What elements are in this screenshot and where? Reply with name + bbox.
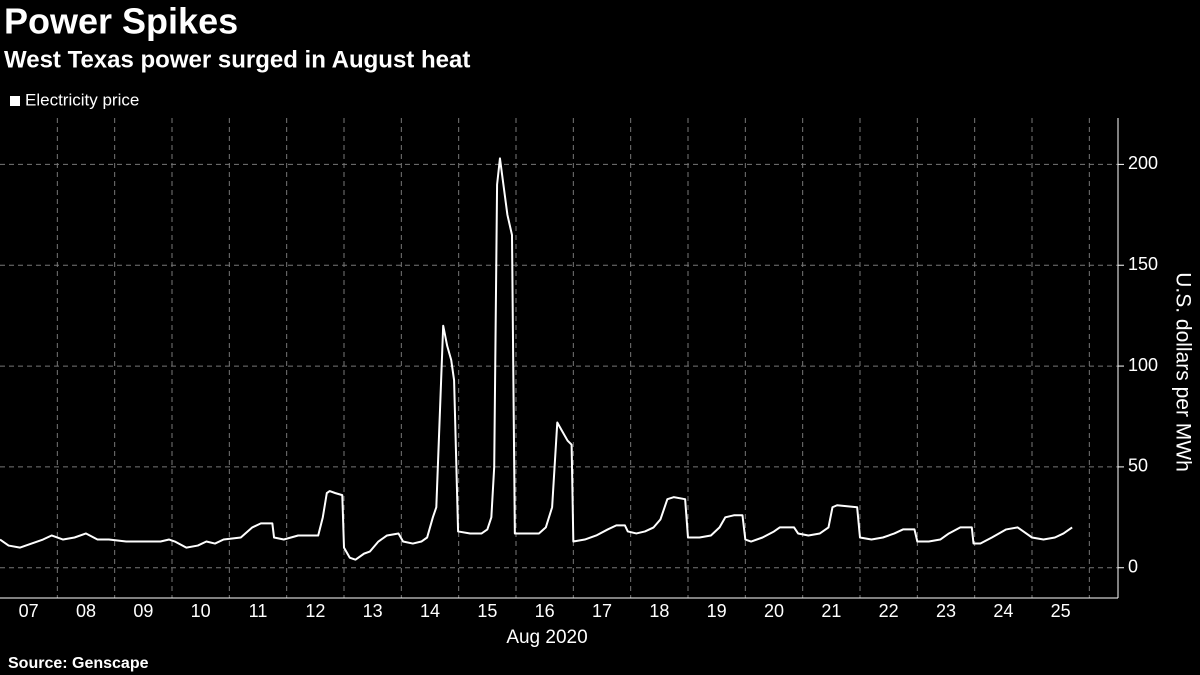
source: Source: Genscape [8, 655, 149, 672]
x-tick-label: 10 [191, 601, 211, 621]
x-tick-label: 21 [821, 601, 841, 621]
price-line [0, 157, 1073, 561]
chart-subtitle: West Texas power surged in August heat [4, 46, 470, 73]
x-tick-label: 17 [592, 601, 612, 621]
x-tick-label: 25 [1051, 601, 1071, 621]
x-tick-label: 13 [363, 601, 383, 621]
x-tick-label: 07 [19, 601, 39, 621]
x-tick-label: 11 [249, 601, 268, 621]
legend-label: Electricity price [25, 90, 139, 109]
x-tick-label: 22 [879, 601, 899, 621]
y-tick-label: 100 [1128, 355, 1158, 375]
y-tick-label: 200 [1128, 153, 1158, 173]
chart-title: Power Spikes [4, 1, 238, 42]
x-tick-label: 15 [477, 601, 497, 621]
x-tick-label: 24 [993, 601, 1013, 621]
x-tick-label: 23 [936, 601, 956, 621]
x-tick-label: 20 [764, 601, 784, 621]
x-tick-label: 09 [133, 601, 153, 621]
x-tick-label: 18 [649, 601, 669, 621]
x-tick-label: 14 [420, 601, 440, 621]
legend-swatch [10, 96, 20, 106]
y-tick-label: 50 [1128, 456, 1148, 476]
y-tick-label: 150 [1128, 254, 1158, 274]
x-tick-label: 16 [535, 601, 555, 621]
x-tick-label: 08 [76, 601, 96, 621]
x-axis-label: Aug 2020 [506, 627, 587, 648]
y-tick-label: 0 [1128, 556, 1138, 576]
x-tick-label: 12 [305, 601, 325, 621]
y-axis-label: U.S. dollars per MWh [1171, 272, 1194, 472]
x-tick-label: 19 [707, 601, 727, 621]
